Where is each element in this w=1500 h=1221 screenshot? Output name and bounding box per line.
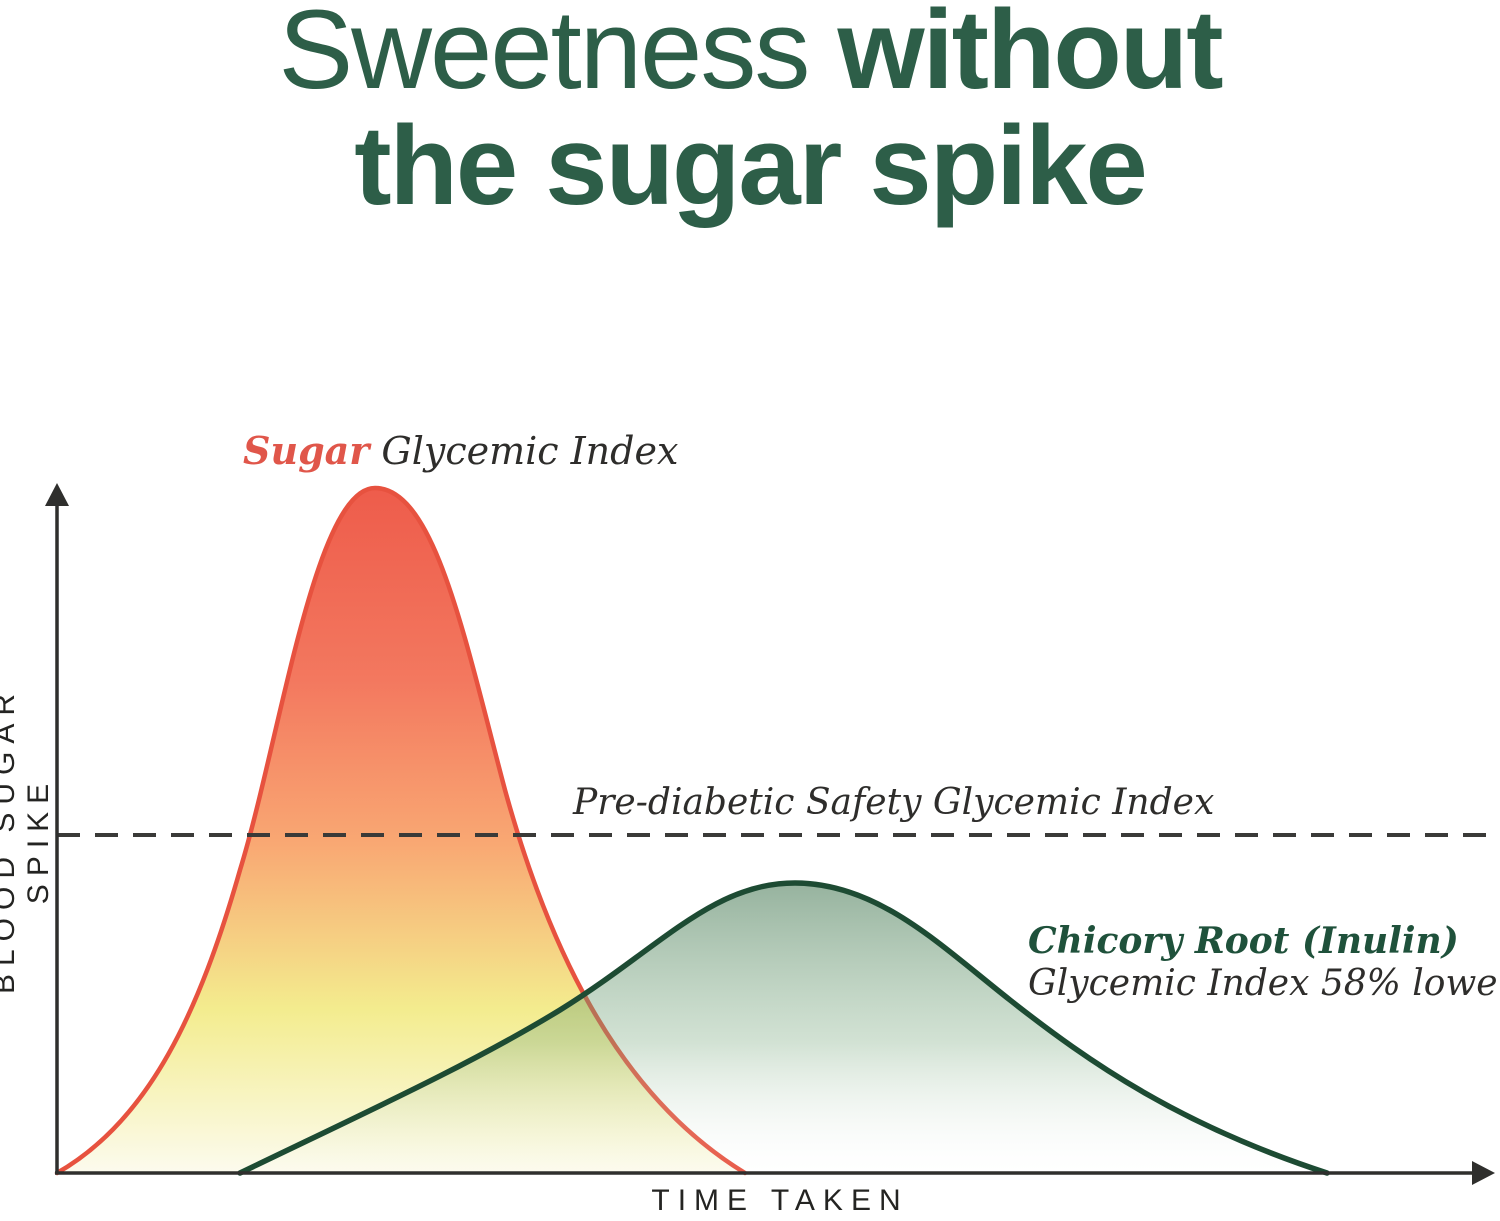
y-axis-label: BLOOD SUGAR SPIKE — [0, 685, 55, 995]
sugar-curve-line — [54, 485, 748, 1176]
sugar-curve-label: Sugar Glycemic Index — [243, 428, 678, 473]
threshold-label: Pre-diabetic Safety Glycemic Index — [573, 782, 1215, 823]
chicory-curve-line — [237, 880, 1330, 1176]
x-axis-label: TIME TAKEN — [651, 1184, 909, 1217]
title-line2: the sugar spike — [354, 103, 1148, 229]
x-axis-arrow-icon — [1472, 1161, 1495, 1185]
y-axis-arrow-icon — [45, 483, 69, 506]
sugar-curve-label-rest: Glycemic Index — [369, 429, 679, 473]
chicory-curve-label: Chicory Root (Inulin) Glycemic Index 58%… — [1028, 920, 1500, 1006]
chicory-curve-label-line2: Glycemic Index 58% lower — [1028, 963, 1500, 1005]
sugar-curve-label-highlight: Sugar — [243, 428, 370, 473]
chicory-curve-area — [240, 883, 1327, 1173]
title-regular-part: Sweetness — [278, 0, 810, 112]
page-title: Sweetness without the sugar spike — [0, 0, 1500, 225]
title-bold-part: without — [808, 0, 1223, 112]
chicory-curve-label-line1: Chicory Root (Inulin) — [1028, 920, 1459, 962]
